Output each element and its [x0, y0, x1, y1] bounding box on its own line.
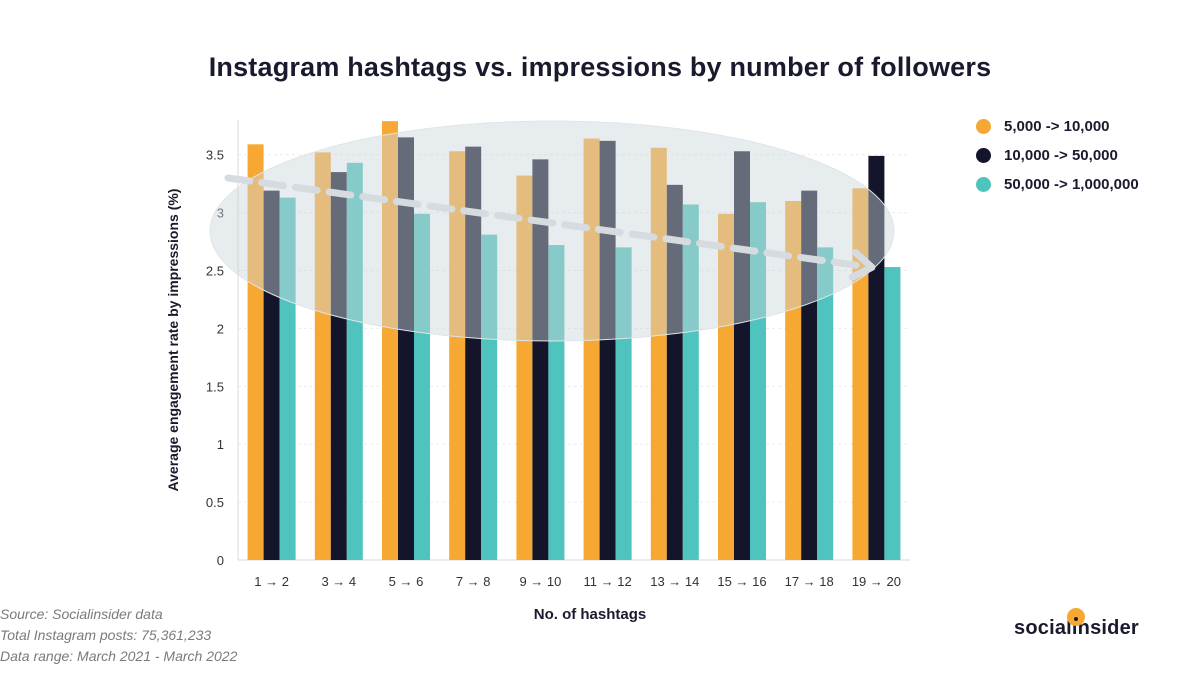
source-note-posts: Total Instagram posts: 75,361,233: [0, 627, 212, 643]
x-tick-label-9: 17 → 18: [785, 574, 834, 589]
bar-series-3-3: [414, 213, 430, 560]
bar-series-1-1: [247, 144, 264, 560]
x-tick-label-7: 13 → 14: [650, 574, 699, 589]
y-tick-label-3: 1.5: [206, 379, 224, 394]
bar-series-3-10: [884, 267, 901, 560]
x-tick-label-10: 19 → 20: [852, 574, 901, 589]
bar-series-1-3: [382, 121, 398, 560]
brand-logo-dot: [1067, 608, 1085, 626]
legend-label-series-3: 50,000 -> 1,000,000: [1004, 176, 1139, 193]
legend-swatch-series-2: [976, 148, 991, 163]
trend-arrow-head: [848, 249, 876, 281]
bar-series-1-2: [314, 152, 331, 560]
y-tick-label-6: 3: [217, 206, 224, 221]
bar-series-1-8: [718, 213, 734, 560]
bar-series-2-1: [263, 190, 280, 560]
bar-series-2-6: [599, 140, 616, 560]
y-tick-label-7: 3.5: [206, 148, 224, 163]
bar-series-2-7: [666, 184, 683, 560]
legend-swatch-series-3: [976, 177, 991, 192]
legend: 5,000 -> 10,000 10,000 -> 50,000 50,000 …: [976, 112, 1139, 199]
bar-series-3-1: [279, 197, 296, 560]
bar-series-2-8: [734, 151, 750, 560]
bar-series-2-4: [465, 146, 482, 560]
legend-label-series-1: 5,000 -> 10,000: [1004, 118, 1110, 135]
bar-series-3-6: [615, 247, 632, 561]
bar-series-3-4: [481, 234, 498, 560]
bar-series-3-9: [817, 247, 834, 561]
x-axis-label: No. of hashtags: [533, 606, 647, 623]
bar-series-2-2: [330, 172, 347, 560]
legend-label-series-2: 10,000 -> 50,000: [1004, 147, 1118, 164]
legend-swatch-series-1: [976, 119, 991, 134]
source-note-range: Data range: March 2021 - March 2022: [0, 648, 238, 664]
bar-series-1-9: [785, 201, 802, 561]
bar-series-2-3: [398, 137, 414, 561]
x-tick-label-6: 11 → 12: [584, 574, 632, 589]
bar-series-2-10: [868, 155, 885, 561]
y-tick-label-0: 0: [217, 553, 224, 568]
bar-series-3-7: [682, 204, 699, 561]
x-tick-label-5: 9 → 10: [519, 574, 561, 589]
bar-series-3-5: [548, 245, 565, 561]
highlight-ellipse: [209, 120, 895, 342]
legend-item-series-3: 50,000 -> 1,000,000: [976, 170, 1139, 199]
y-tick-label-1: 0.5: [206, 495, 224, 510]
x-tick-label-2: 3 → 4: [321, 574, 356, 589]
y-tick-label-4: 2: [217, 321, 224, 336]
source-note-source: Source: Socialinsider data: [0, 606, 163, 622]
bar-series-1-4: [449, 151, 466, 560]
bar-series-3-2: [346, 162, 363, 560]
bar-series-3-8: [750, 202, 766, 561]
bar-series-1-6: [583, 138, 600, 561]
source-notes: Source: Socialinsider data Total Instagr…: [0, 604, 237, 667]
bar-series-1-7: [650, 147, 667, 560]
y-tick-label-5: 2.5: [206, 264, 224, 279]
x-tick-label-4: 7 → 8: [456, 574, 491, 589]
trend-arrow-line: [224, 174, 866, 270]
bar-series-2-9: [801, 190, 818, 560]
legend-item-series-1: 5,000 -> 10,000: [976, 112, 1139, 141]
x-tick-label-3: 5 → 6: [389, 574, 424, 589]
bar-series-2-5: [532, 159, 549, 561]
x-tick-label-1: 1 → 2: [254, 574, 289, 589]
y-axis-label: Average engagement rate by impressions (…: [165, 189, 181, 492]
y-tick-label-2: 1: [217, 437, 224, 452]
x-tick-label-8: 15 → 16: [717, 574, 766, 589]
bar-series-1-5: [516, 175, 533, 560]
legend-item-series-2: 10,000 -> 50,000: [976, 141, 1139, 170]
chart-title: Instagram hashtags vs. impressions by nu…: [208, 52, 992, 82]
brand-logo: socialinsider: [1014, 617, 1139, 639]
